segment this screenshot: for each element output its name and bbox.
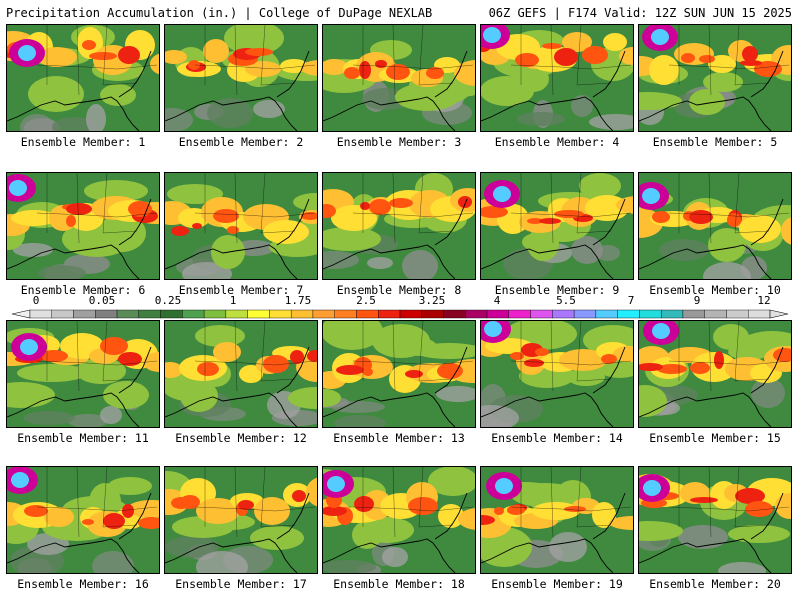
ensemble-panel bbox=[322, 466, 476, 574]
colorbar-tick-label: 0 bbox=[32, 294, 40, 307]
run-valid-time: 06Z GEFS | F174 Valid: 12Z SUN JUN 15 20… bbox=[488, 6, 792, 20]
ensemble-panel bbox=[480, 466, 634, 574]
precip-map bbox=[639, 467, 791, 573]
colorbar-tick-label: 1.75 bbox=[284, 294, 312, 307]
precip-map bbox=[7, 173, 159, 279]
precip-map bbox=[7, 321, 159, 427]
member-label: Ensemble Member: 2 bbox=[178, 135, 304, 149]
precip-map bbox=[323, 467, 475, 573]
colorbar-scale bbox=[11, 309, 789, 319]
colorbar-tick-label: 9 bbox=[693, 294, 701, 307]
ensemble-panel bbox=[164, 466, 318, 574]
precip-map bbox=[7, 25, 159, 131]
member-label: Ensemble Member: 1 bbox=[20, 135, 146, 149]
member-label: Ensemble Member: 14 bbox=[491, 431, 623, 445]
ensemble-panel bbox=[6, 466, 160, 574]
member-label: Ensemble Member: 18 bbox=[333, 577, 465, 591]
member-label: Ensemble Member: 13 bbox=[333, 431, 465, 445]
member-label: Ensemble Member: 11 bbox=[17, 431, 149, 445]
precip-map bbox=[323, 173, 475, 279]
member-label: Ensemble Member: 7 bbox=[178, 283, 304, 297]
colorbar-tick-label: 0.25 bbox=[154, 294, 182, 307]
member-label: Ensemble Member: 16 bbox=[17, 577, 149, 591]
member-label: Ensemble Member: 4 bbox=[494, 135, 620, 149]
precip-map bbox=[481, 321, 633, 427]
precip-map bbox=[639, 173, 791, 279]
ensemble-panel bbox=[164, 320, 318, 428]
ensemble-panel bbox=[164, 24, 318, 132]
ensemble-panel bbox=[6, 320, 160, 428]
colorbar: 0 0.05 0.25 1 1.75 2.5 3.25 4 5.5 7 9 12 bbox=[0, 294, 800, 320]
ensemble-panel bbox=[6, 24, 160, 132]
ensemble-panel bbox=[480, 24, 634, 132]
member-label: Ensemble Member: 10 bbox=[649, 283, 781, 297]
ensemble-panel bbox=[322, 320, 476, 428]
member-label: Ensemble Member: 8 bbox=[336, 283, 462, 297]
ensemble-panel bbox=[638, 320, 792, 428]
member-label: Ensemble Member: 9 bbox=[494, 283, 620, 297]
ensemble-panel bbox=[638, 24, 792, 132]
colorbar-tick-label: 1 bbox=[229, 294, 237, 307]
member-label: Ensemble Member: 12 bbox=[175, 431, 307, 445]
precip-map bbox=[481, 25, 633, 131]
ensemble-panel bbox=[480, 172, 634, 280]
ensemble-panel bbox=[322, 172, 476, 280]
colorbar-tick-label: 3.25 bbox=[418, 294, 446, 307]
ensemble-panel bbox=[480, 320, 634, 428]
precip-map bbox=[323, 25, 475, 131]
member-label: Ensemble Member: 19 bbox=[491, 577, 623, 591]
precip-map bbox=[165, 467, 317, 573]
precip-map bbox=[165, 321, 317, 427]
ensemble-panel bbox=[6, 172, 160, 280]
colorbar-tick-label: 5.5 bbox=[556, 294, 576, 307]
ensemble-panel bbox=[322, 24, 476, 132]
precip-map bbox=[481, 173, 633, 279]
colorbar-tick-label: 4 bbox=[493, 294, 501, 307]
page-title: Precipitation Accumulation (in.) | Colle… bbox=[6, 6, 433, 20]
ensemble-panel bbox=[638, 466, 792, 574]
precip-map bbox=[481, 467, 633, 573]
member-label: Ensemble Member: 6 bbox=[20, 283, 146, 297]
member-label: Ensemble Member: 5 bbox=[652, 135, 778, 149]
precip-map bbox=[165, 173, 317, 279]
precip-map bbox=[7, 467, 159, 573]
precip-map bbox=[323, 321, 475, 427]
ensemble-panel bbox=[164, 172, 318, 280]
colorbar-tick-label: 0.05 bbox=[88, 294, 116, 307]
precip-map bbox=[165, 25, 317, 131]
member-label: Ensemble Member: 20 bbox=[649, 577, 781, 591]
member-label: Ensemble Member: 17 bbox=[175, 577, 307, 591]
colorbar-tick-label: 2.5 bbox=[356, 294, 376, 307]
precip-map bbox=[639, 321, 791, 427]
colorbar-tick-label: 12 bbox=[757, 294, 771, 307]
colorbar-tick-label: 7 bbox=[627, 294, 635, 307]
ensemble-panel bbox=[638, 172, 792, 280]
member-label: Ensemble Member: 3 bbox=[336, 135, 462, 149]
member-label: Ensemble Member: 15 bbox=[649, 431, 781, 445]
precip-map bbox=[639, 25, 791, 131]
